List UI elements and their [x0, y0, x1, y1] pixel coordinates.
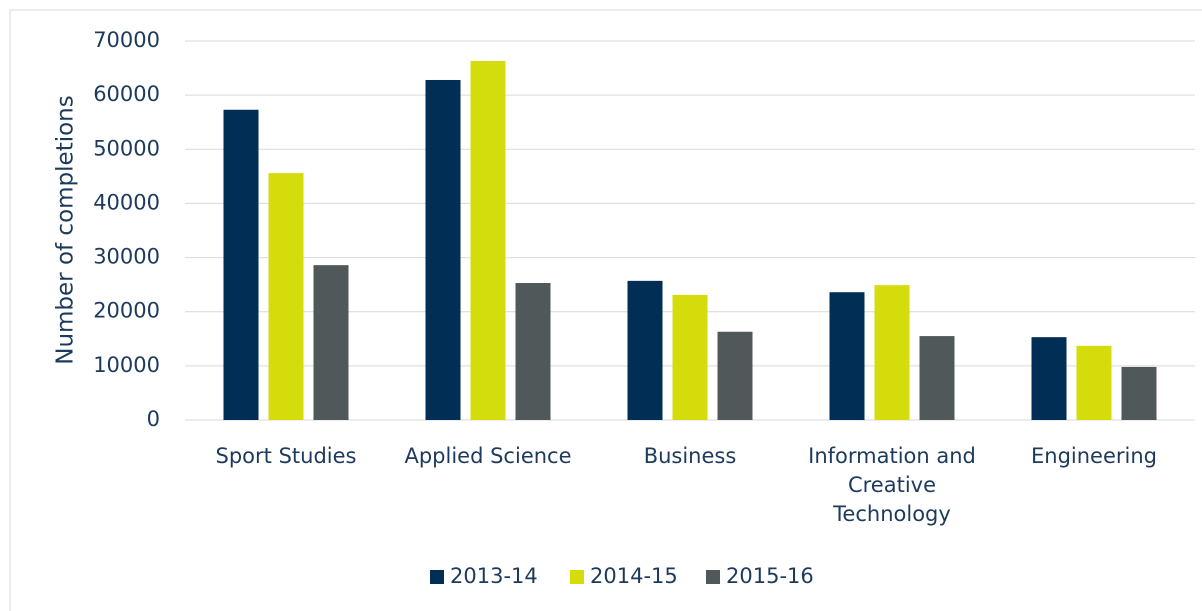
legend-swatch [706, 570, 720, 584]
bar [1076, 345, 1112, 420]
bar [313, 265, 349, 420]
y-tick-label: 60000 [93, 82, 160, 106]
x-tick-label: Applied Science [404, 444, 572, 468]
x-tick-label: Business [643, 444, 737, 468]
chart-border [9, 9, 1202, 611]
y-axis-title: Number of completions [53, 95, 79, 365]
y-tick-label: 0 [147, 407, 160, 431]
y-tick-label: 20000 [93, 299, 160, 323]
bar [1121, 366, 1157, 420]
bar [515, 283, 551, 420]
y-tick-label: 10000 [93, 353, 160, 377]
x-tick-label: Engineering [1031, 444, 1157, 468]
x-tick-label: Information and Creative Technology [808, 444, 976, 526]
bar [672, 294, 708, 420]
x-tick-label: Sport Studies [215, 444, 357, 468]
legend-label: 2015-16 [726, 564, 814, 588]
legend-label: 2014-15 [590, 564, 678, 588]
legend-label: 2013-14 [450, 564, 538, 588]
bar [717, 331, 753, 420]
y-tick-label: 30000 [93, 245, 160, 269]
bar [425, 79, 461, 421]
bar [874, 285, 910, 420]
bar [627, 280, 663, 420]
bar [829, 292, 865, 420]
bar [919, 336, 955, 420]
y-tick-label: 70000 [93, 28, 160, 52]
bar [470, 61, 506, 420]
y-tick-label: 40000 [93, 190, 160, 214]
bar [1031, 337, 1067, 420]
y-tick-label: 50000 [93, 136, 160, 160]
bar [268, 173, 304, 420]
legend-swatch [430, 570, 444, 584]
legend-swatch [570, 570, 584, 584]
bar [223, 109, 259, 421]
